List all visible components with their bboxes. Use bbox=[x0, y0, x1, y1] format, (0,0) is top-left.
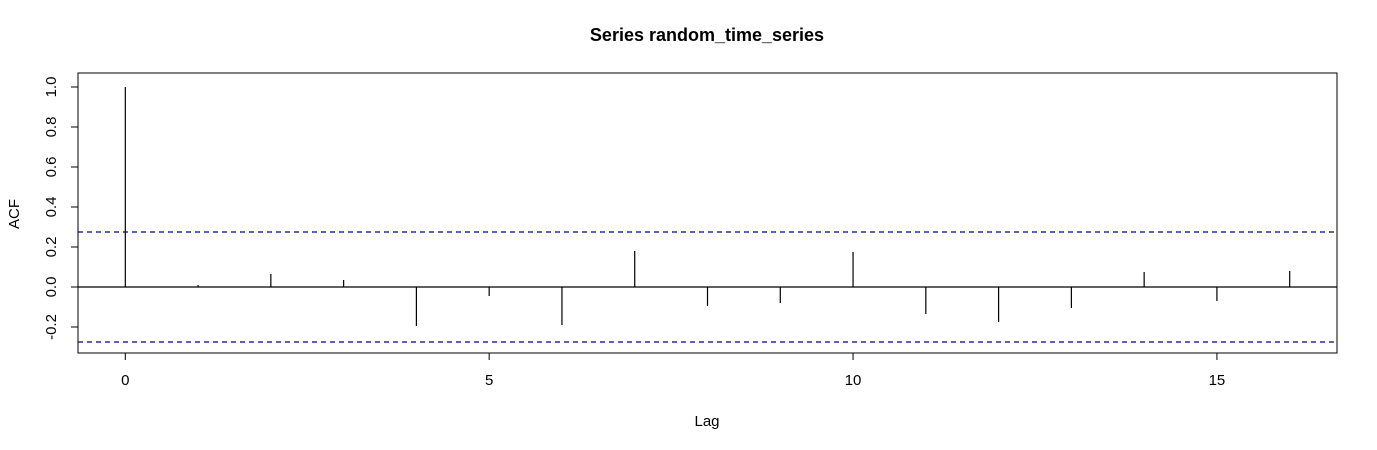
x-tick-label: 5 bbox=[485, 372, 493, 389]
chart-title: Series random_time_series bbox=[590, 25, 824, 45]
x-axis: 0 5 10 15 bbox=[121, 352, 1226, 389]
y-tick-label: 0.8 bbox=[43, 117, 60, 138]
y-tick-label: 0.6 bbox=[43, 157, 60, 178]
x-tick-label: 15 bbox=[1209, 372, 1226, 389]
y-tick-label: 0.0 bbox=[43, 277, 60, 298]
x-tick-label: 10 bbox=[845, 372, 862, 389]
y-tick-label: 1.0 bbox=[43, 77, 60, 98]
y-tick-label: 0.2 bbox=[43, 237, 60, 258]
y-axis-label: ACF bbox=[6, 199, 23, 229]
y-axis: -0.2 0.0 0.2 0.4 0.6 0.8 1.0 bbox=[43, 77, 79, 340]
acf-spikes bbox=[124, 87, 1291, 326]
confidence-bounds bbox=[78, 231, 1337, 343]
x-tick-label: 0 bbox=[121, 372, 129, 389]
plot-frame bbox=[77, 72, 1338, 354]
y-tick-label: 0.4 bbox=[43, 197, 60, 218]
x-axis-label: Lag bbox=[694, 413, 719, 430]
y-tick-label: -0.2 bbox=[43, 314, 60, 340]
